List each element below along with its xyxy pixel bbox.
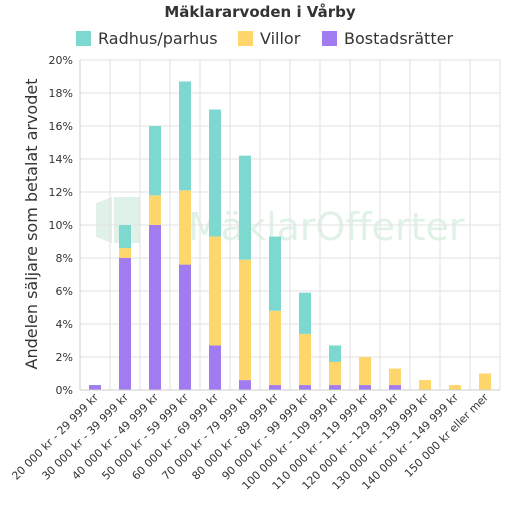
y-tick-label: 14% <box>49 153 73 166</box>
bar-segment[interactable] <box>239 259 251 381</box>
legend[interactable]: Radhus/parhus Villor Bostadsrätter <box>76 29 453 48</box>
bar-segment[interactable] <box>119 225 131 249</box>
bars <box>89 81 491 390</box>
legend-item[interactable]: Radhus/parhus <box>76 29 218 48</box>
bar-segment[interactable] <box>179 264 191 390</box>
bar-segment[interactable] <box>119 258 131 390</box>
bar-segment[interactable] <box>149 126 161 196</box>
y-tick-label: 0% <box>56 384 73 397</box>
bar-segment[interactable] <box>329 345 341 362</box>
legend-item[interactable]: Bostadsrätter <box>322 29 453 48</box>
legend-item[interactable]: Villor <box>238 29 301 48</box>
bar-segment[interactable] <box>269 310 281 386</box>
watermark-logo <box>96 197 140 243</box>
bar-segment[interactable] <box>149 195 161 225</box>
bar-segment[interactable] <box>389 385 401 390</box>
bar-segment[interactable] <box>119 248 131 258</box>
legend-swatch <box>238 31 253 46</box>
bar-segment[interactable] <box>449 385 461 390</box>
bar-segment[interactable] <box>299 333 311 386</box>
bar-segment[interactable] <box>239 380 251 390</box>
watermark: MäklarOfferter <box>96 197 465 249</box>
y-tick-label: 18% <box>49 87 73 100</box>
y-tick-label: 8% <box>56 252 73 265</box>
y-tick-label: 2% <box>56 351 73 364</box>
legend-swatch <box>76 31 91 46</box>
bar-segment[interactable] <box>329 361 341 386</box>
chart-title: Mäklararvoden i Vårby <box>164 3 356 21</box>
bar-segment[interactable] <box>149 225 161 390</box>
bar-segment[interactable] <box>179 81 191 191</box>
bar-segment[interactable] <box>209 109 221 237</box>
bar-segment[interactable] <box>479 373 491 391</box>
watermark-text: MäklarOfferter <box>188 205 465 249</box>
bar-segment[interactable] <box>359 385 371 390</box>
bar-segment[interactable] <box>89 385 101 390</box>
bar-segment[interactable] <box>269 385 281 390</box>
y-tick-label: 4% <box>56 318 73 331</box>
legend-swatch <box>322 31 337 46</box>
bar-segment[interactable] <box>329 385 341 390</box>
bar-segment[interactable] <box>359 357 371 386</box>
bar-segment[interactable] <box>299 385 311 390</box>
grid-lines <box>79 59 501 391</box>
axes <box>79 60 500 391</box>
y-tick-label: 20% <box>49 54 73 67</box>
bar-segment[interactable] <box>419 380 431 390</box>
bar-segment[interactable] <box>209 345 221 390</box>
legend-label: Radhus/parhus <box>98 29 218 48</box>
legend-label: Bostadsrätter <box>344 29 453 48</box>
bar-segment[interactable] <box>299 292 311 334</box>
y-tick-label: 12% <box>49 186 73 199</box>
bar-segment[interactable] <box>269 236 281 311</box>
bar-segment[interactable] <box>389 368 401 386</box>
y-tick-label: 10% <box>49 219 73 232</box>
y-tick-label: 6% <box>56 285 73 298</box>
y-axis-label: Andelen säljare som betalat arvodet <box>22 79 41 370</box>
y-tick-labels: 0% 2% 4% 6% 8% 10% 12% 14% 16% 18% 20% <box>49 54 73 397</box>
y-tick-label: 16% <box>49 120 73 133</box>
legend-label: Villor <box>260 29 301 48</box>
bar-segment[interactable] <box>239 155 251 260</box>
bar-segment[interactable] <box>209 236 221 346</box>
bar-segment[interactable] <box>179 190 191 265</box>
